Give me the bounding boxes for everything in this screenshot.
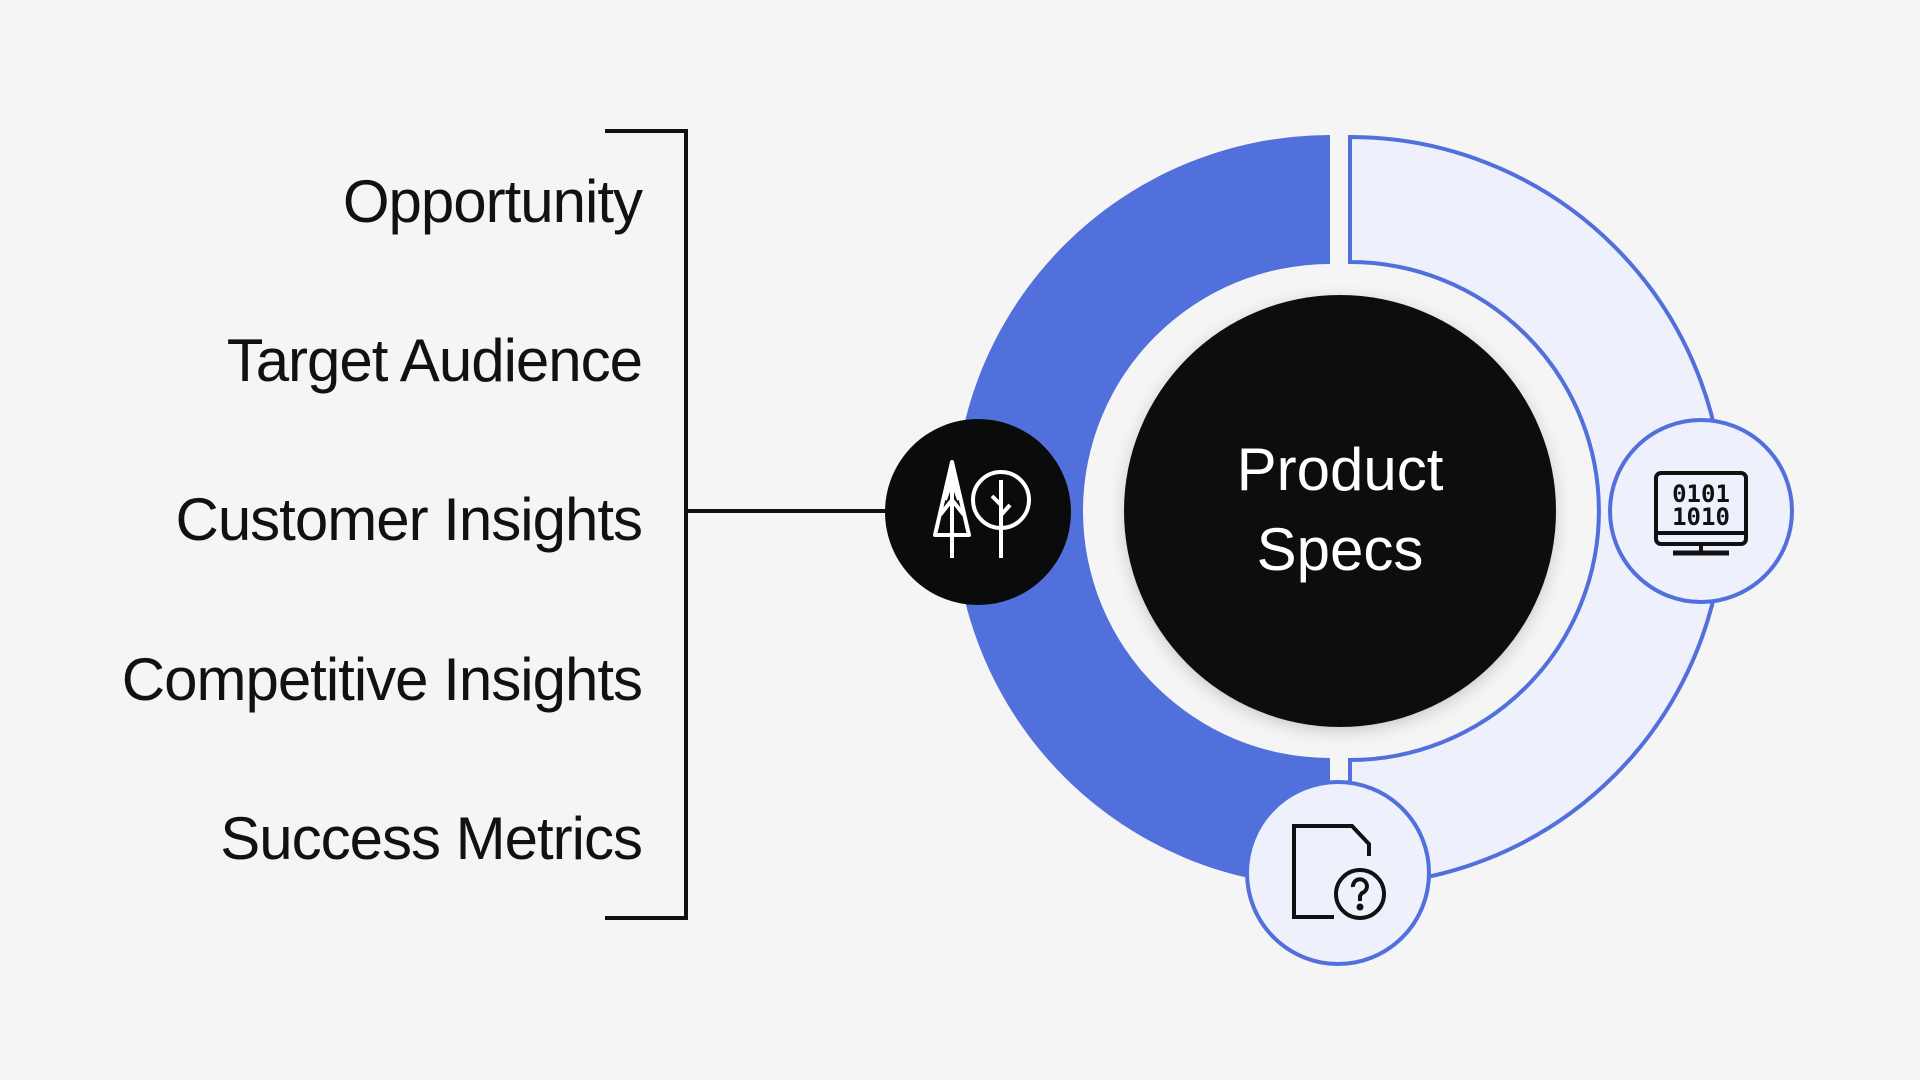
list-item-success-metrics: Success Metrics bbox=[220, 805, 643, 872]
list-item-customer-insights: Customer Insights bbox=[175, 486, 643, 553]
binary-row-1: 0101 bbox=[1672, 480, 1730, 508]
bracket bbox=[605, 129, 890, 920]
binary-monitor-icon: 0101 1010 bbox=[1654, 471, 1748, 556]
document-question-icon-node bbox=[1245, 780, 1431, 966]
binary-monitor-icon-node: 0101 1010 bbox=[1608, 418, 1794, 604]
center-circle bbox=[1124, 295, 1556, 727]
binary-row-2: 1010 bbox=[1672, 503, 1730, 531]
trees-icon bbox=[933, 460, 1031, 558]
document-question-icon bbox=[1292, 824, 1386, 920]
ring-left-half bbox=[954, 135, 1330, 887]
center-title-line2: Specs bbox=[1257, 516, 1424, 583]
list-item-opportunity: Opportunity bbox=[342, 168, 643, 235]
list-item-competitive-insights: Competitive Insights bbox=[121, 646, 643, 713]
center-title-line1: Product bbox=[1237, 436, 1444, 503]
list-item-target-audience: Target Audience bbox=[226, 327, 643, 394]
trees-icon-node bbox=[885, 419, 1071, 605]
